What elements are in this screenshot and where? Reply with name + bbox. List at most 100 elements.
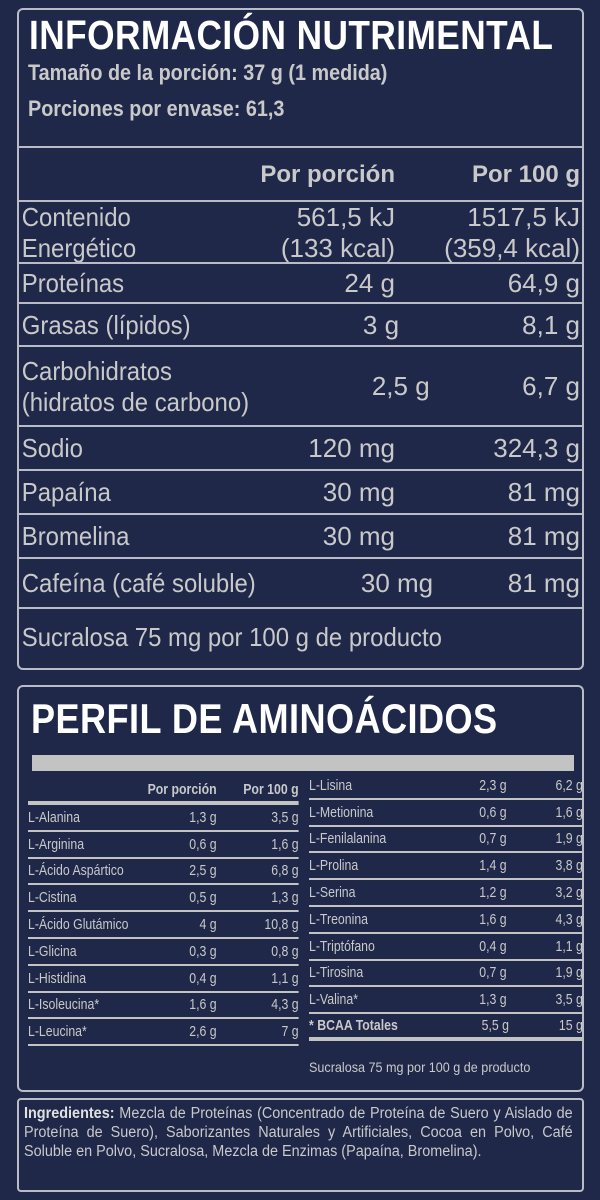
amino-per-serving: 1,3 g (479, 991, 507, 1009)
amino-per-serving: 5,5 g (481, 1017, 510, 1035)
amino-per-100g: 7 g (281, 1023, 299, 1041)
amino-row: L-Valina* 1,3 g 3,5 g (309, 987, 583, 1015)
amino-per-serving: 1,3 g (189, 808, 217, 826)
nutrition-row: Grasas (lípidos) 3 g 8,1 g (19, 302, 582, 347)
amino-row: L-Triptófano 0,4 g 1,1 g (309, 934, 583, 961)
amino-per-100g: 1,1 g (555, 937, 583, 955)
amino-per-serving: 0,7 g (479, 964, 507, 982)
amino-row: L-Leucina* 2,6 g 7 g (28, 1019, 299, 1047)
col-per-100g: Por 100 g (471, 160, 580, 188)
amino-per-serving: 0,6 g (479, 803, 507, 821)
amino-per-serving: 4 g (199, 916, 217, 934)
amino-per-100g: 1,6 g (555, 803, 583, 821)
amino-name: L-Ácido Glutámico (28, 916, 129, 934)
amino-name: L-Prolina (309, 857, 359, 875)
nutrition-row: Papaína 30 mg 81 mg (19, 469, 582, 515)
amino-name: L-Tirosina (309, 964, 364, 982)
amino-per-serving: 1,6 g (479, 910, 507, 928)
amino-row: L-Isoleucina* 1,6 g 4,3 g (28, 993, 299, 1020)
amino-row: L-Tirosina 0,7 g 1,9 g (309, 961, 583, 988)
amino-per-100g: 4,3 g (555, 910, 583, 928)
amino-footnote: Sucralosa 75 mg por 100 g de producto (309, 1059, 531, 1075)
amino-per-100g: 3,5 g (271, 808, 299, 826)
amino-per-serving: 1,2 g (479, 884, 507, 902)
ingredients-label: Ingredientes: (24, 1105, 115, 1122)
amino-per-serving: 0,7 g (479, 830, 507, 848)
col-per-serving: Por porción (260, 160, 395, 188)
amino-row: L-Serina 1,2 g 3,2 g (309, 880, 583, 907)
ingredients-text: Ingredientes: Mezcla de Proteínas (Conce… (24, 1105, 573, 1160)
amino-table-left: Por porción Por 100 g L-Alanina 1,3 g 3,5 g… (28, 777, 299, 1047)
amino-name: L-Serina (309, 884, 356, 902)
amino-per-serving: 0,6 g (189, 835, 217, 853)
amino-per-100g: 1,3 g (271, 889, 299, 907)
amino-name: L-Lisina (309, 776, 353, 794)
amino-per-serving: 0,5 g (189, 889, 217, 907)
amino-row: * BCAA Totales 5,5 g 15 g (309, 1014, 583, 1041)
amino-per-100g: 6,2 g (555, 776, 583, 794)
amino-row: L-Metionina 0,6 g 1,6 g (309, 800, 583, 827)
title-bar (32, 755, 574, 771)
nutrition-row: Cafeína (café soluble) 30 mg 81 mg (19, 557, 582, 609)
nutrition-title: INFORMACIÓN NUTRIMENTAL (29, 12, 554, 58)
amino-row: L-Histidina 0,4 g 1,1 g (28, 966, 299, 993)
nutrition-row-energy: Contenido Energético 561,5 kJ (133 kcal) 1… (19, 200, 582, 264)
amino-row: L-Ácido Glutámico 4 g 10,8 g (28, 912, 299, 939)
amino-name: L-Triptófano (309, 937, 375, 955)
amino-name: L-Glicina (28, 942, 77, 960)
amino-title: PERFIL DE AMINOÁCIDOS (31, 695, 498, 742)
amino-name: L-Fenilalanina (309, 830, 387, 848)
amino-row: L-Treonina 1,6 g 4,3 g (309, 907, 583, 934)
amino-name: L-Leucina* (28, 1023, 87, 1041)
nutrition-row: Carbohidratos (hidratos de carbono) 2,5 g… (19, 345, 582, 427)
amino-name: L-Treonina (309, 910, 369, 928)
serving-size: Tamaño de la porción: 37 g (1 medida) (28, 60, 388, 85)
nutrition-row: Bromelina 30 mg 81 mg (19, 513, 582, 559)
amino-per-serving: 2,3 g (479, 776, 507, 794)
amino-per-serving: 1,4 g (479, 857, 507, 875)
amino-name: * BCAA Totales (309, 1017, 398, 1035)
nutrition-footnote: Sucralosa 75 mg por 100 g de producto (19, 607, 582, 667)
amino-name: L-Histidina (28, 969, 87, 987)
amino-row: L-Glicina 0,3 g 0,8 g (28, 939, 299, 966)
amino-name: L-Arginina (28, 835, 85, 853)
amino-per-100g: 4,3 g (271, 996, 299, 1014)
amino-row: L-Alanina 1,3 g 3,5 g (28, 805, 299, 832)
amino-row: L-Cistina 0,5 g 1,3 g (28, 885, 299, 913)
nutrition-header-row: Por porción Por 100 g (19, 146, 582, 202)
amino-name: L-Isoleucina* (28, 996, 100, 1014)
amino-name: L-Ácido Aspártico (28, 862, 124, 880)
amino-row: L-Ácido Aspártico 2,5 g 6,8 g (28, 859, 299, 886)
amino-name: L-Metionina (309, 803, 374, 821)
amino-per-100g: 1,9 g (555, 830, 583, 848)
amino-per-100g: 1,6 g (271, 835, 299, 853)
amino-per-100g: 15 g (558, 1017, 583, 1035)
ingredients-panel: Ingredientes: Mezcla de Proteínas (Conce… (17, 1098, 584, 1192)
amino-per-100g: 3,5 g (555, 991, 583, 1009)
amino-per-100g: 3,8 g (555, 857, 583, 875)
amino-per-100g: 6,8 g (271, 862, 299, 880)
amino-per-100g: 0,8 g (271, 942, 299, 960)
amino-name: L-Cistina (28, 889, 77, 907)
amino-per-100g: 1,1 g (271, 969, 299, 987)
amino-row: L-Arginina 0,6 g 1,6 g (28, 832, 299, 859)
nutrition-facts-panel: INFORMACIÓN NUTRIMENTAL Tamaño de la por… (17, 8, 584, 670)
amino-per-serving: 2,5 g (189, 862, 217, 880)
amino-per-serving: 0,4 g (189, 969, 217, 987)
amino-per-serving: 2,6 g (189, 1023, 217, 1041)
amino-per-100g: 1,9 g (555, 964, 583, 982)
amino-row: L-Fenilalanina 0,7 g 1,9 g (309, 827, 583, 854)
amino-name: L-Valina* (309, 991, 359, 1009)
servings-per-container: Porciones por envase: 61,3 (28, 96, 285, 121)
nutrition-row: Proteínas 24 g 64,9 g (19, 262, 582, 304)
amino-name: L-Alanina (28, 808, 80, 826)
amino-per-serving: 0,4 g (479, 937, 507, 955)
nutrition-row: Sodio 120 mg 324,3 g (19, 425, 582, 471)
amino-per-100g: 3,2 g (555, 884, 583, 902)
amino-per-100g: 10,8 g (264, 916, 299, 934)
amino-row: L-Lisina 2,3 g 6,2 g (309, 773, 583, 800)
amino-row: L-Prolina 1,4 g 3,8 g (309, 853, 583, 881)
amino-per-serving: 1,6 g (189, 996, 217, 1014)
amino-profile-panel: PERFIL DE AMINOÁCIDOS Por porción Por 100… (17, 685, 584, 1092)
